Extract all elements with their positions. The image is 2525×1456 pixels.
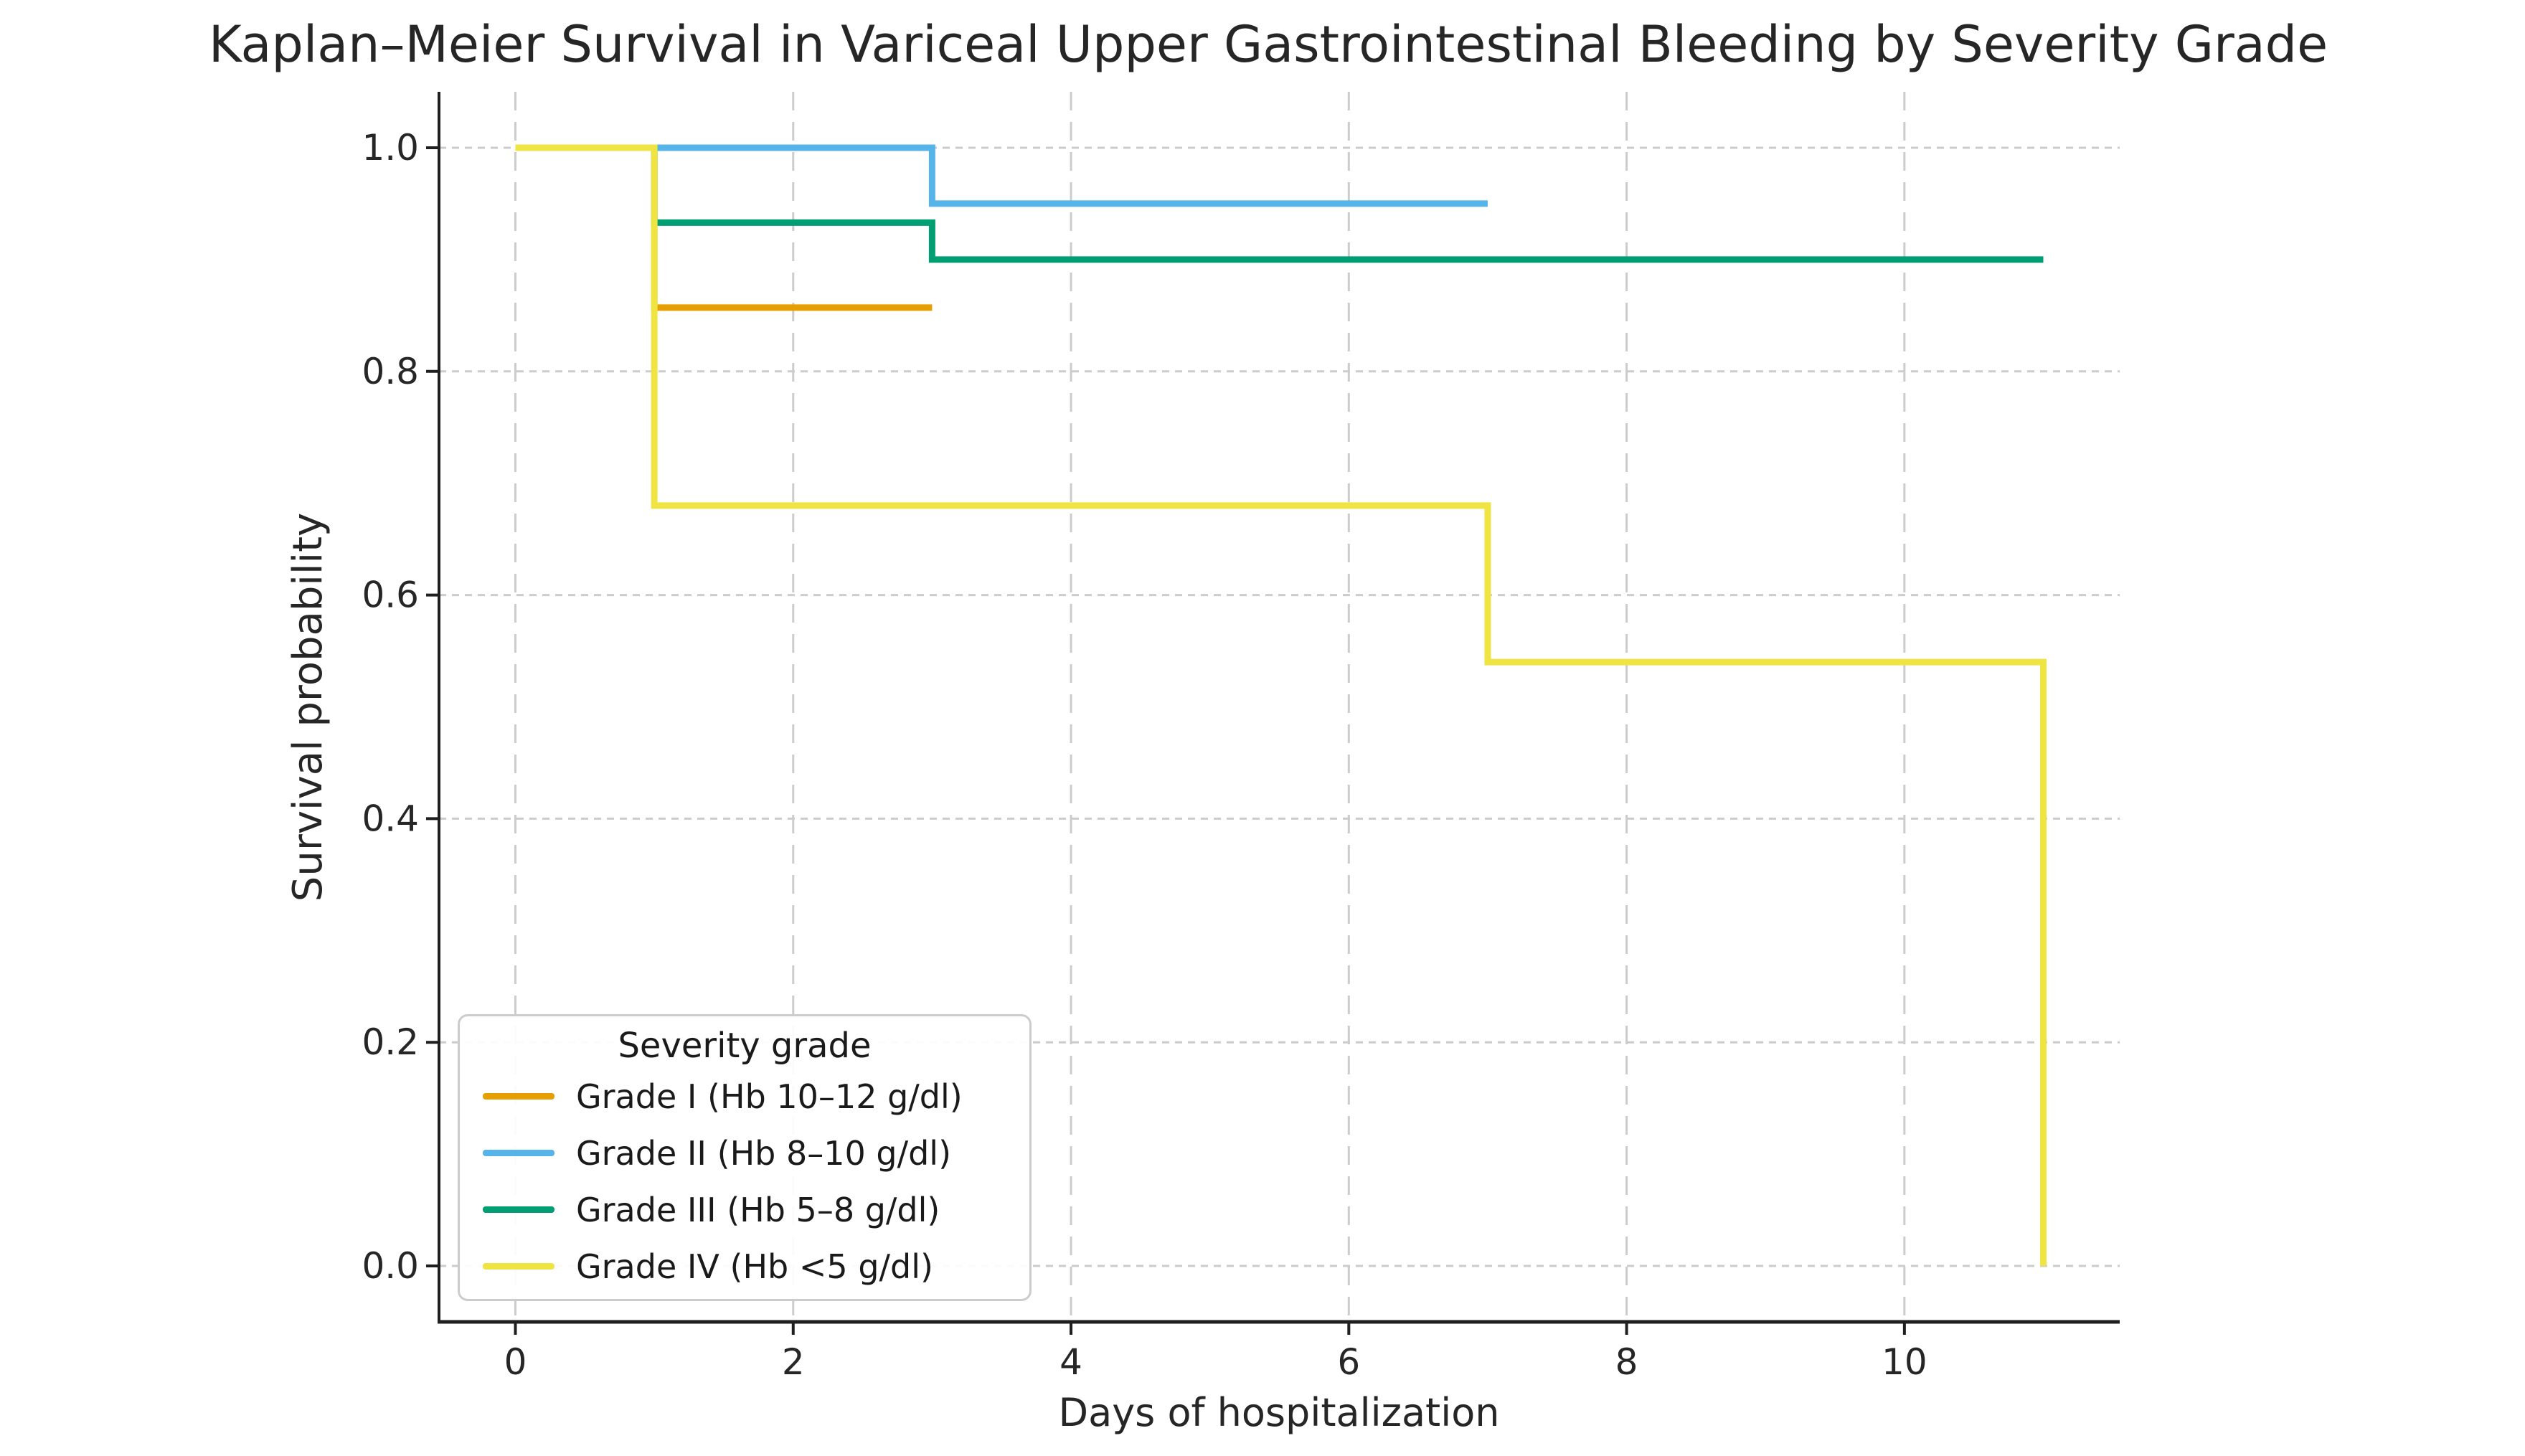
legend-swatch-grade-i [483, 1093, 554, 1100]
chart-title: Kaplan–Meier Survival in Variceal Upper … [209, 15, 2328, 74]
y-axis-label: Survival probability [285, 513, 331, 902]
legend-item-grade-iii: Grade III (Hb 5–8 g/dl) [471, 1181, 1018, 1238]
legend-swatch-grade-ii [483, 1150, 554, 1156]
x-tick-marks [514, 1322, 1906, 1335]
km-curve-grade-iv [515, 144, 2047, 1267]
y-tick-label-0.6: 0.6 [362, 575, 419, 616]
x-tick-label-4: 4 [1059, 1341, 1082, 1383]
legend-label-grade-i: Grade I (Hb 10–12 g/dl) [576, 1077, 963, 1116]
legend-item-grade-ii: Grade II (Hb 8–10 g/dl) [471, 1125, 1018, 1181]
x-tick-label-0: 0 [504, 1341, 527, 1383]
x-tick-labels: 0 2 4 6 8 10 [504, 1341, 1927, 1383]
legend-label-grade-iv: Grade IV (Hb <5 g/dl) [576, 1247, 933, 1286]
legend-swatch-grade-iv [483, 1263, 554, 1270]
km-curves [515, 144, 2047, 1267]
y-tick-label-0.0: 0.0 [362, 1245, 419, 1287]
y-tick-label-0.2: 0.2 [362, 1021, 419, 1063]
legend-item-grade-iv: Grade IV (Hb <5 g/dl) [471, 1238, 1018, 1295]
legend-item-grade-i: Grade I (Hb 10–12 g/dl) [471, 1068, 1018, 1125]
legend-swatch-grade-iii [483, 1206, 554, 1213]
x-tick-label-2: 2 [782, 1341, 805, 1383]
horizontal-gridlines [439, 146, 2120, 1267]
y-tick-labels: 1.0 0.8 0.6 0.4 0.2 0.0 [362, 127, 419, 1287]
x-tick-label-10: 10 [1882, 1341, 1927, 1383]
y-tick-label-0.8: 0.8 [362, 351, 419, 392]
x-tick-label-6: 6 [1337, 1341, 1360, 1383]
legend-label-grade-iii: Grade III (Hb 5–8 g/dl) [576, 1190, 940, 1229]
x-axis-label: Days of hospitalization [1059, 1390, 1500, 1435]
km-curve-grade-ii [515, 144, 1488, 207]
y-tick-label-1.0: 1.0 [362, 127, 419, 169]
legend-title: Severity grade [618, 1026, 872, 1066]
y-tick-label-0.4: 0.4 [362, 798, 419, 839]
km-curve-grade-i [515, 144, 933, 311]
x-tick-label-8: 8 [1615, 1341, 1638, 1383]
legend: Severity grade Grade I (Hb 10–12 g/dl) G… [458, 1014, 1032, 1301]
y-tick-marks [426, 146, 439, 1268]
legend-label-grade-ii: Grade II (Hb 8–10 g/dl) [576, 1133, 952, 1173]
